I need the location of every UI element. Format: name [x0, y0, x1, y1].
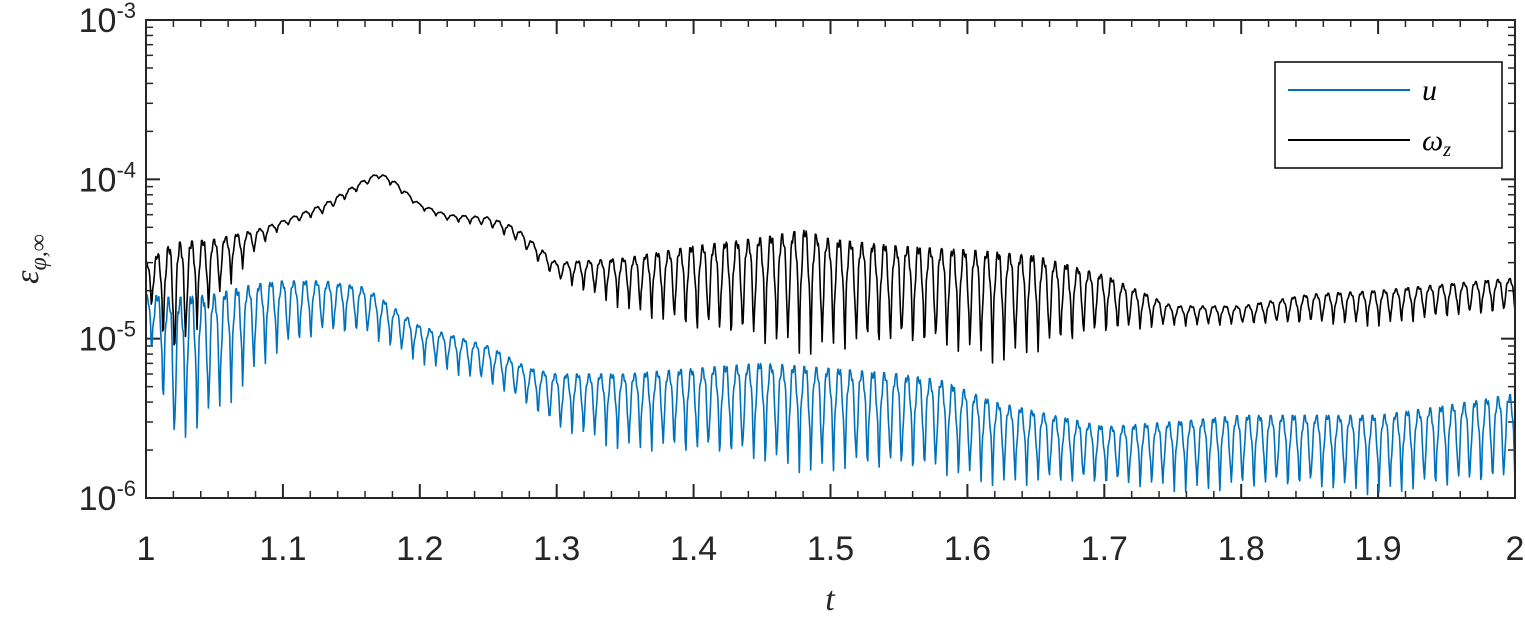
x-tick-label: 1.6 — [944, 530, 991, 568]
y-tick-exponent: -4 — [116, 157, 136, 182]
x-tick-label: 1.5 — [807, 530, 854, 568]
legend-label-omega-sub: z — [1442, 139, 1451, 161]
y-tick-exponent: -5 — [116, 317, 136, 342]
series-line-u — [145, 280, 1516, 496]
y-tick-label: 10-6 — [79, 476, 136, 518]
legend-label-omega-base: ω — [1422, 124, 1443, 157]
y-tick-label: 10-5 — [79, 317, 136, 359]
y-tick-label: 10-4 — [79, 157, 136, 199]
x-tick-label: 2 — [1506, 530, 1525, 568]
x-tick-label: 1.4 — [670, 530, 717, 568]
y-tick-base: 10 — [79, 321, 117, 359]
x-tick-label: 1.9 — [1354, 530, 1401, 568]
x-axis-title: t — [825, 581, 836, 618]
y-axis-title-subscript: φ,∞ — [26, 234, 52, 270]
x-tick-label: 1.7 — [1081, 530, 1128, 568]
x-tick-label: 1.8 — [1218, 530, 1265, 568]
x-tick-label: 1.2 — [396, 530, 443, 568]
legend-box — [1274, 61, 1503, 169]
x-tick-label: 1.3 — [533, 530, 580, 568]
y-tick-base: 10 — [79, 161, 117, 199]
legend: u ωz — [1274, 61, 1503, 169]
x-tick-label: 1 — [137, 530, 156, 568]
legend-label-u: u — [1422, 74, 1437, 107]
plot-frame — [145, 19, 1516, 499]
y-axis-title-base: ε — [9, 270, 46, 284]
y-axis-title: εφ,∞ — [9, 234, 52, 284]
series-line-omega-z — [145, 174, 1516, 364]
y-tick-base: 10 — [79, 2, 117, 40]
y-tick-label: 10-3 — [79, 0, 136, 40]
series-layer — [145, 174, 1516, 496]
y-tick-exponent: -6 — [116, 476, 136, 501]
x-tick-label: 1.1 — [259, 530, 306, 568]
legend-label-omega-z: ωz — [1422, 124, 1451, 161]
y-tick-labels: 10-610-510-410-3 — [79, 0, 136, 518]
x-tick-labels: 1 1.1 1.2 1.3 1.4 1.5 1.6 1.7 1.8 1.9 2 — [137, 530, 1525, 568]
y-tick-exponent: -3 — [116, 0, 136, 23]
y-tick-base: 10 — [79, 480, 117, 518]
